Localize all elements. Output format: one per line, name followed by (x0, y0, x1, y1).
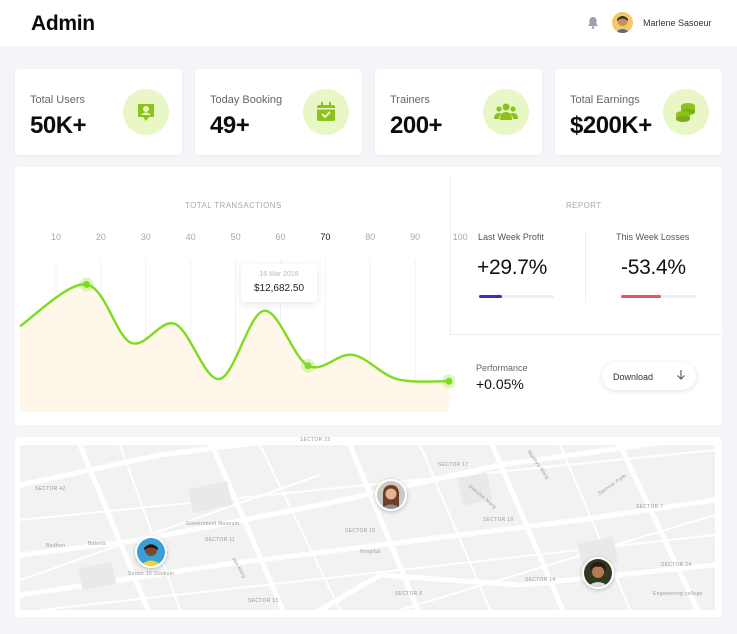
map-label: SECTOR 11 (205, 537, 236, 543)
map-label: SECTOR 10 (345, 528, 376, 534)
divider (450, 334, 722, 335)
transactions-line-chart (19, 260, 455, 412)
map-label: SECTOR 8 (395, 591, 423, 597)
chart-title: TOTAL TRANSACTIONS (185, 201, 282, 210)
x-tick-label[interactable]: 20 (95, 232, 106, 242)
avatar[interactable] (612, 12, 633, 33)
map-label: SECTOR 19 (483, 517, 514, 523)
losses-value: -53.4% (621, 256, 686, 279)
map-label: SECTOR 15 (248, 598, 279, 604)
map-label: Hospital (360, 549, 381, 555)
profit-progress-bar (479, 295, 554, 298)
chart-line (19, 283, 450, 383)
losses-label: This Week Losses (616, 232, 690, 242)
tooltip-date: 16 Mar 2018 (259, 271, 299, 278)
user-name[interactable]: Marlene Sasoeur (643, 18, 712, 28)
x-tick-label[interactable]: 100 (452, 232, 468, 242)
stat-label: Total Earnings (570, 94, 640, 106)
performance-label: Performance (476, 363, 528, 373)
map-label: Buterla (88, 541, 106, 547)
stat-label: Trainers (390, 94, 430, 106)
map-label: Badheri (46, 543, 66, 549)
download-button-label: Download (613, 372, 654, 382)
map-label: Engineering college (653, 591, 703, 597)
user-badge-icon (123, 89, 169, 135)
stat-value: 200+ (390, 112, 443, 139)
calendar-check-icon (303, 89, 349, 135)
stat-value: 49+ (210, 112, 250, 139)
profit-label: Last Week Profit (478, 232, 544, 242)
x-tick-label[interactable]: 30 (140, 232, 151, 242)
chart-tooltip: 16 Mar 2018 $12,682.50 (241, 264, 317, 302)
x-tick-label[interactable]: 40 (185, 232, 196, 242)
stat-label: Total Users (30, 94, 86, 106)
stat-card-trainers: Trainers 200+ (375, 69, 542, 155)
chart-point (304, 362, 312, 370)
stat-label: Today Booking (210, 94, 283, 106)
stat-value: 50K+ (30, 112, 87, 139)
top-bar: Admin Marlene Sasoeur (0, 0, 737, 46)
losses-progress-bar (621, 295, 696, 298)
page-title: Admin (31, 12, 95, 35)
download-button[interactable]: Download (602, 362, 696, 390)
map-user-pin[interactable] (375, 479, 407, 511)
map-label: SECTOR 24 (661, 562, 692, 568)
x-tick-label[interactable]: 80 (365, 232, 376, 242)
x-tick-label[interactable]: 70 (320, 232, 331, 242)
group-icon (483, 89, 529, 135)
x-tick-label[interactable]: 10 (50, 232, 61, 242)
map-label: Government Museum (186, 521, 240, 527)
stat-card-today-booking: Today Booking 49+ (195, 69, 362, 155)
losses-progress-fill (621, 295, 661, 298)
x-tick-label[interactable]: 60 (275, 232, 286, 242)
map-user-pin[interactable] (135, 536, 167, 568)
map-label: SECTOR 17 (438, 462, 469, 468)
report-title: REPORT (566, 201, 602, 210)
divider (450, 176, 451, 336)
stat-card-total-users: Total Users 50K+ (15, 69, 182, 155)
map-label: SECTOR 42 (35, 486, 66, 492)
map-label: SECTOR 14 (525, 577, 556, 583)
chart-area-fill (20, 284, 449, 412)
tooltip-value: $12,682.50 (253, 283, 305, 294)
map-label: Sector 16 Stadium (128, 571, 175, 577)
x-tick-label[interactable]: 90 (410, 232, 421, 242)
map-label: SECTOR 22 (300, 437, 331, 443)
map-label: SECTOR 7 (636, 504, 664, 510)
arrow-down-icon (677, 370, 685, 380)
coins-icon (663, 89, 709, 135)
bell-icon[interactable] (587, 16, 599, 29)
chart-point (82, 280, 90, 288)
stat-card-total-earnings: Total Earnings $200K+ (555, 69, 722, 155)
map-user-pin[interactable] (582, 557, 614, 589)
chart-point (445, 377, 453, 385)
profit-value: +29.7% (477, 256, 548, 279)
profit-progress-fill (479, 295, 502, 298)
x-tick-label[interactable]: 50 (230, 232, 241, 242)
stat-value: $200K+ (570, 112, 652, 139)
divider (585, 232, 586, 302)
performance-value: +0.05% (476, 376, 524, 392)
